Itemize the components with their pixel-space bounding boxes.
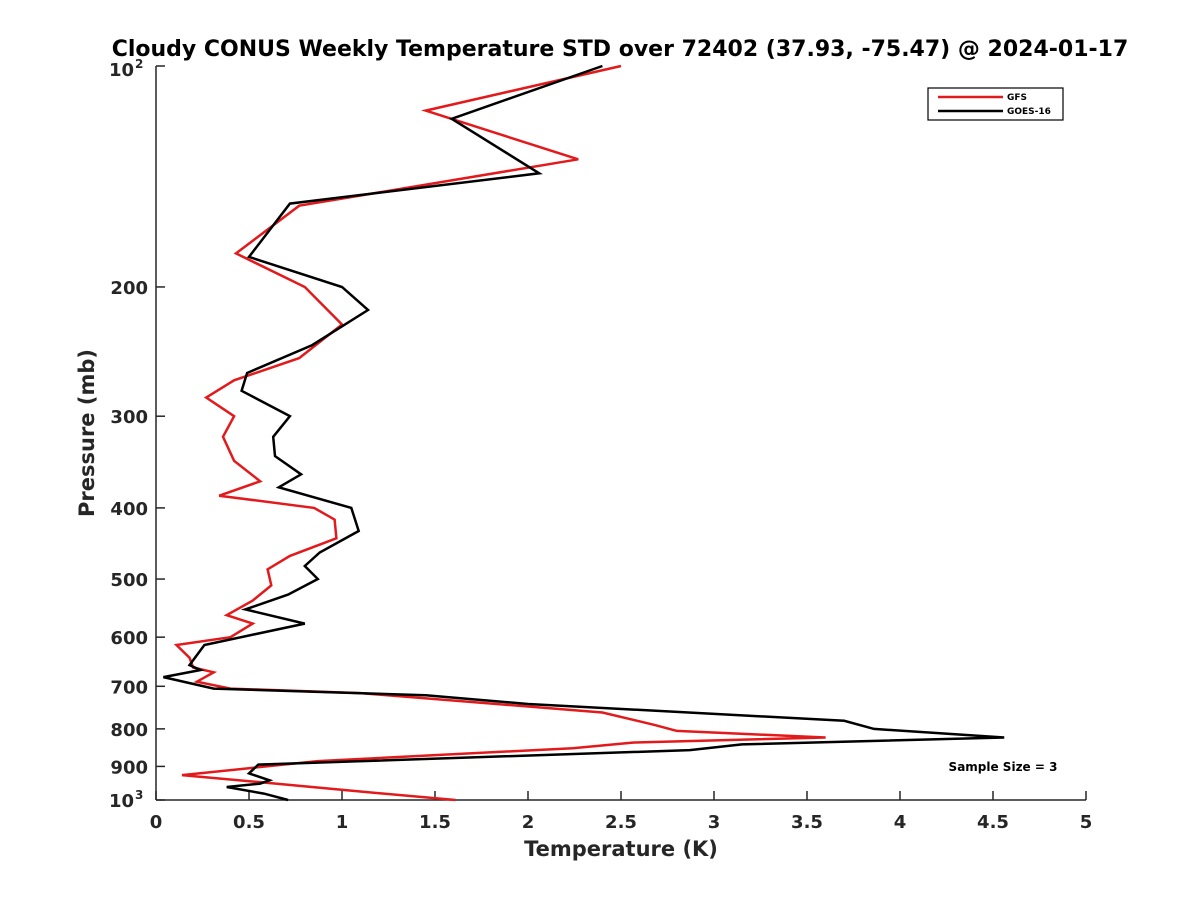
x-tick-label: 2.5 bbox=[605, 812, 637, 833]
y-axis-label: Pressure (mb) bbox=[75, 349, 99, 517]
x-tick-label: 3 bbox=[708, 812, 721, 833]
x-tick-label: 4.5 bbox=[977, 812, 1009, 833]
x-tick-label: 2 bbox=[522, 812, 535, 833]
y-tick-label: 200 bbox=[110, 278, 148, 299]
x-ticks: 0 0.5 1 1.5 2 2.5 3 3.5 4 4.5 5 bbox=[150, 791, 1093, 833]
series-lines bbox=[163, 64, 1005, 802]
y-tick-label: 300 bbox=[110, 407, 148, 428]
legend: GFS GOES-16 bbox=[927, 87, 1064, 121]
legend-label-goes16: GOES-16 bbox=[1007, 107, 1051, 117]
y-tick-label: 500 bbox=[110, 570, 148, 591]
y-tick-exponent: 2 bbox=[135, 57, 143, 71]
x-tick-label: 0.5 bbox=[233, 812, 265, 833]
series-line-goes16 bbox=[163, 64, 1005, 802]
y-tick-label: 800 bbox=[110, 720, 148, 741]
y-tick-label: 400 bbox=[110, 499, 148, 520]
y-tick-label: 10 bbox=[109, 60, 134, 81]
legend-label-gfs: GFS bbox=[1007, 93, 1027, 103]
x-tick-label: 0 bbox=[150, 812, 163, 833]
y-tick-exponent: 3 bbox=[135, 788, 143, 802]
y-tick-label: 10 bbox=[109, 791, 134, 812]
x-tick-label: 3.5 bbox=[791, 812, 823, 833]
legend-box bbox=[927, 87, 1064, 121]
x-tick-label: 1.5 bbox=[419, 812, 451, 833]
y-tick-label: 700 bbox=[110, 677, 148, 698]
y-tick-label: 900 bbox=[110, 757, 148, 778]
x-tick-label: 4 bbox=[894, 812, 907, 833]
sample-size-annotation: Sample Size = 3 bbox=[949, 760, 1058, 774]
x-tick-label: 1 bbox=[336, 812, 349, 833]
series-line-gfs bbox=[173, 64, 826, 802]
y-tick-label: 600 bbox=[110, 628, 148, 649]
x-axis-label: Temperature (K) bbox=[524, 837, 718, 861]
chart-title: Cloudy CONUS Weekly Temperature STD over… bbox=[112, 37, 1129, 62]
x-tick-label: 5 bbox=[1080, 812, 1093, 833]
